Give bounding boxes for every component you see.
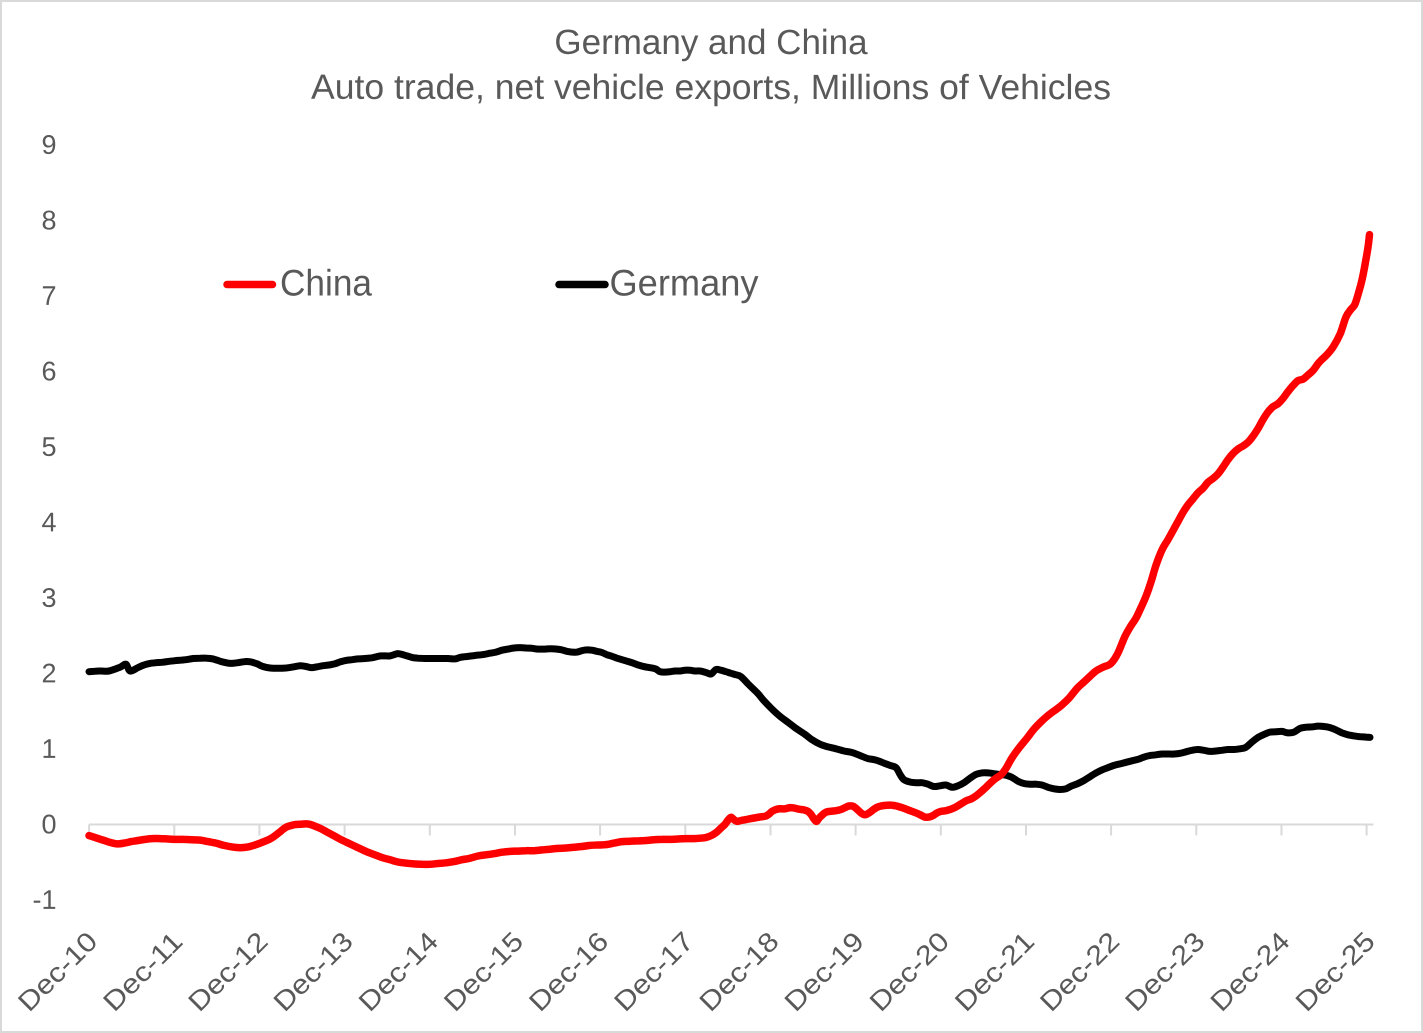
svg-text:5: 5 — [41, 432, 56, 462]
svg-text:Germany: Germany — [609, 263, 759, 304]
svg-text:7: 7 — [41, 281, 56, 311]
svg-text:China: China — [280, 263, 372, 304]
svg-text:Germany and China: Germany and China — [554, 23, 868, 62]
svg-text:3: 3 — [41, 583, 56, 613]
svg-text:6: 6 — [41, 356, 56, 386]
svg-text:Auto trade, net vehicle export: Auto trade, net vehicle exports, Million… — [311, 68, 1111, 107]
svg-text:4: 4 — [41, 507, 56, 537]
svg-text:0: 0 — [41, 809, 56, 839]
svg-text:8: 8 — [41, 205, 56, 235]
svg-text:-1: -1 — [32, 885, 56, 915]
svg-text:9: 9 — [41, 130, 56, 160]
svg-text:2: 2 — [41, 658, 56, 688]
svg-text:1: 1 — [41, 734, 56, 764]
